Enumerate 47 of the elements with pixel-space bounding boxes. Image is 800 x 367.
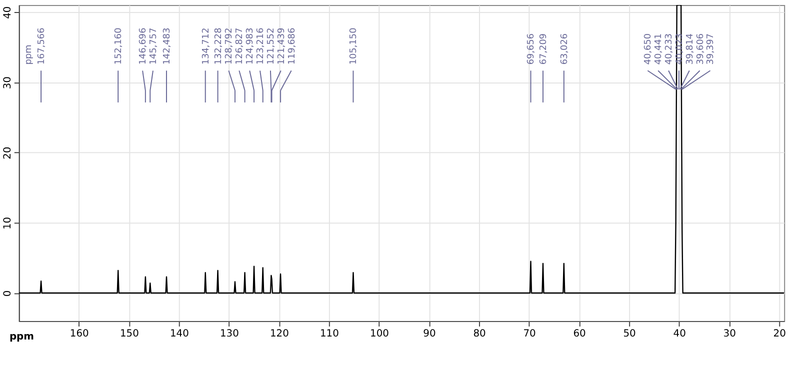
x-tick-label: 150 xyxy=(120,328,139,340)
y-tick-label: 40 xyxy=(2,6,14,19)
x-tick-label: 120 xyxy=(270,328,289,340)
x-tick-label: 160 xyxy=(70,328,89,340)
annotation: 146,696 xyxy=(138,27,149,65)
annotation: 119,686 xyxy=(287,27,298,65)
annotation: ppm xyxy=(24,44,34,65)
annotation: 121,439 xyxy=(276,27,287,65)
annotation: 69,656 xyxy=(526,33,537,65)
x-tick-label: 30 xyxy=(723,328,736,340)
x-tick-label: 80 xyxy=(473,328,486,340)
x-tick-label: 60 xyxy=(573,328,586,340)
x-tick-label: 100 xyxy=(370,328,389,340)
annotation: 123,216 xyxy=(256,27,266,65)
annotation: 128,792 xyxy=(224,28,235,65)
annotation: 39,397 xyxy=(706,33,716,65)
annotation: 142,483 xyxy=(162,28,172,65)
annotation: 121,552 xyxy=(266,28,276,65)
annotation: 105,150 xyxy=(349,27,360,65)
y-tick-label: 0 xyxy=(2,290,14,297)
x-axis-title: ppm xyxy=(9,331,34,342)
annotation: 39,606 xyxy=(696,33,706,65)
annotation: 124,983 xyxy=(246,28,256,65)
x-tick-label: 40 xyxy=(673,328,686,340)
annotation: 145,757 xyxy=(148,28,159,65)
annotation: 40,023 xyxy=(674,33,685,65)
x-tick-label: 50 xyxy=(623,328,636,340)
annotation: 63,026 xyxy=(560,33,570,65)
annotation: 152,160 xyxy=(114,27,124,65)
x-tick-label: 90 xyxy=(423,328,436,340)
x-tick-label: 70 xyxy=(523,328,536,340)
y-tick-label: 20 xyxy=(2,146,14,160)
y-tick-label: 10 xyxy=(2,216,14,230)
x-tick-label: 140 xyxy=(170,328,189,340)
y-tick-label: 30 xyxy=(2,76,14,90)
annotation: 39,814 xyxy=(685,33,696,65)
annotation: 134,712 xyxy=(201,28,212,65)
annotation: 40,650 xyxy=(644,33,654,65)
x-tick-label: 130 xyxy=(220,328,239,340)
annotation: 132,228 xyxy=(214,27,224,65)
annotation: 126,827 xyxy=(235,28,246,65)
annotation: 40,441 xyxy=(654,33,664,65)
annotation: 67,209 xyxy=(538,33,549,65)
x-tick-label: 20 xyxy=(773,328,786,340)
x-tick-label: 110 xyxy=(320,328,339,340)
annotation: 167,566 xyxy=(37,27,48,65)
annotation: 40,233 xyxy=(664,33,674,65)
